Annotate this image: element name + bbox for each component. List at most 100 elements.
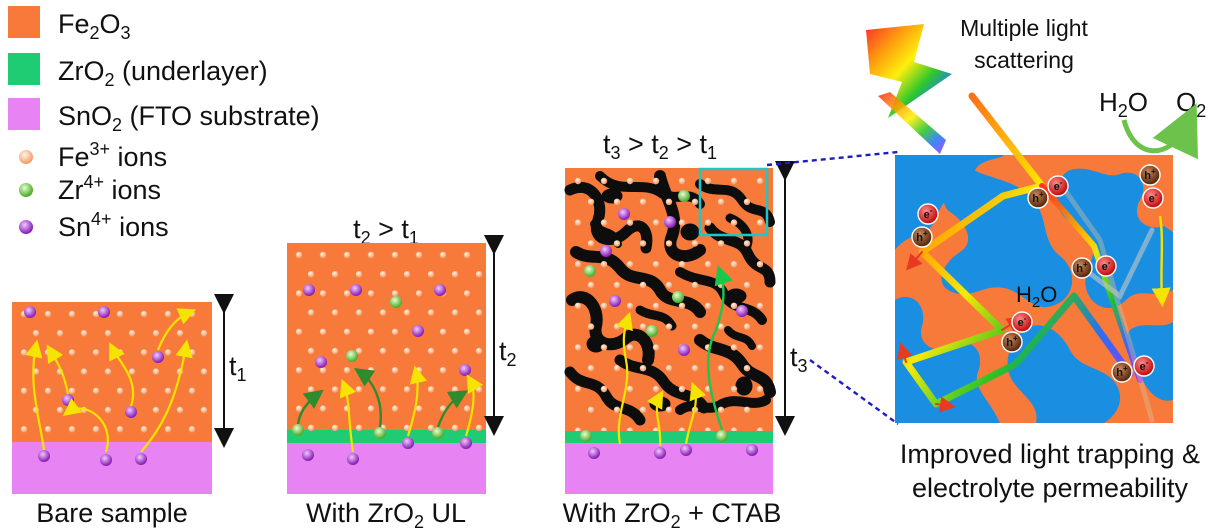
fe-ion: [344, 252, 350, 258]
panel-bare-sample: t1 Bare sample: [12, 302, 247, 528]
fe-ion: [201, 330, 207, 336]
panel-caption: Bare sample: [36, 498, 188, 528]
underlayer: [565, 431, 773, 443]
fe-ion: [344, 329, 350, 335]
fe-ion: [464, 252, 470, 258]
fe-ion: [614, 407, 620, 413]
fe-ion: [614, 323, 620, 329]
fe-ion: [757, 219, 763, 225]
legend-item-zr-ions: Zr4+ ions: [19, 172, 161, 205]
fe-ion: [731, 386, 737, 392]
light-label-line2: scattering: [974, 47, 1074, 73]
fe-ion: [57, 407, 63, 413]
fe-ion: [428, 271, 434, 277]
fe-ion: [165, 426, 171, 432]
fe-ion: [380, 348, 386, 354]
fe-ion: [731, 219, 737, 225]
electron-particle: e-: [1096, 256, 1116, 276]
fe-ion: [601, 344, 607, 350]
electron-particle: e-: [1012, 312, 1032, 332]
legend-item-fe2o3: Fe2O3: [8, 6, 131, 43]
fe-ion: [308, 425, 314, 431]
fe-ion: [404, 271, 410, 277]
fe-ion: [356, 309, 362, 315]
fe-ion: [81, 368, 87, 374]
fe-ion: [392, 329, 398, 335]
fe-ion: [601, 178, 607, 184]
panel-caption: With ZrO2 + CTAB: [563, 498, 782, 530]
fe-ion: [69, 388, 75, 394]
fe-ion: [627, 303, 633, 309]
fe-ion: [718, 407, 724, 413]
fe-ion: [189, 426, 195, 432]
sno2-swatch: [8, 98, 40, 130]
fe-ion: [640, 282, 646, 288]
legend-item-sno2: SnO2 (FTO substrate): [8, 98, 320, 135]
fe-ion: [601, 219, 607, 225]
fe-ion: [666, 199, 672, 205]
reaction-arrow: [1124, 120, 1186, 151]
fe-ion: [731, 303, 737, 309]
legend-zro2-label: ZrO2 (underlayer): [58, 56, 268, 90]
fe-ion: [141, 349, 147, 355]
legend-fe2o3-label: Fe2O3: [58, 9, 131, 43]
fe-ion: [93, 388, 99, 394]
fe-ion: [201, 368, 207, 374]
fe-ion: [452, 386, 458, 392]
fe-ion: [165, 311, 171, 317]
fe-ion: [189, 388, 195, 394]
fe-ion: [416, 405, 422, 411]
fe-ion: [320, 252, 326, 258]
thickness-label: t2: [499, 336, 517, 370]
fe-ion: [368, 329, 374, 335]
fe-ion: [640, 407, 646, 413]
fe-ion: [105, 368, 111, 374]
fe-ion: [627, 261, 633, 267]
panel-with-zro2-ctab: t3 > t2 > t1: [563, 129, 808, 530]
legend-zr-ions-label: Zr4+ ions: [58, 172, 161, 205]
fe-ion: [653, 344, 659, 350]
fe-ion: [640, 199, 646, 205]
fe-ion: [368, 367, 374, 373]
fe-ion: [105, 407, 111, 413]
fe-ion: [296, 252, 302, 258]
zr-ion-icon: [19, 183, 33, 197]
fe-ion: [332, 271, 338, 277]
fe-ion: [69, 349, 75, 355]
fe-ion: [141, 311, 147, 317]
fe-ion: [692, 199, 698, 205]
fe-ion: [666, 407, 672, 413]
fe-ion: [640, 365, 646, 371]
hole-particle: h+: [1028, 188, 1048, 208]
fe-ion: [627, 178, 633, 184]
fe-ion: [332, 348, 338, 354]
fe-ion: [368, 405, 374, 411]
fe-ion: [404, 348, 410, 354]
fe-ion: [392, 252, 398, 258]
fe-ion: [705, 303, 711, 309]
fe-ion: [692, 323, 698, 329]
zoom-connectors: [767, 152, 898, 424]
fe-ion: [440, 252, 446, 258]
fe-ion: [356, 271, 362, 277]
fe-ion: [575, 261, 581, 267]
fe-ion: [757, 178, 763, 184]
fe-ion: [332, 309, 338, 315]
fe-ion: [744, 199, 750, 205]
fe-ion: [308, 271, 314, 277]
fe-ion: [744, 240, 750, 246]
fe-ion: [356, 386, 362, 392]
fe-ion: [666, 282, 672, 288]
fe-ion: [464, 290, 470, 296]
hematite-layer: [287, 243, 486, 430]
fe-ion: [757, 261, 763, 267]
fe-ion: [153, 330, 159, 336]
fe-ion: [588, 282, 594, 288]
sn-ion-icon: [19, 220, 33, 234]
fe-ion: [129, 330, 135, 336]
fe-ion: [428, 348, 434, 354]
fe-ion: [93, 349, 99, 355]
legend-fe-ions-label: Fe3+ ions: [58, 139, 167, 172]
fe-ion: [731, 178, 737, 184]
